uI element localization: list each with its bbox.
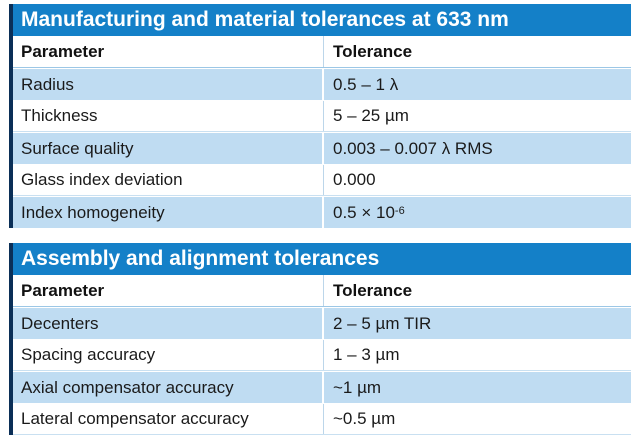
table-row: Surface quality 0.003 – 0.007 λ RMS: [13, 132, 631, 164]
table-row: Glass index deviation 0.000: [13, 164, 631, 196]
tolerance-cell: ~1 µm: [333, 377, 382, 397]
table-row: Index homogeneity 0.5 × 10 -6: [13, 196, 631, 228]
table-row: Lateral compensator accuracy ~0.5 µm: [13, 403, 631, 435]
parameter-cell: Lateral compensator accuracy: [13, 404, 324, 434]
tolerance-cell: 0.003 – 0.007 λ RMS: [333, 138, 493, 158]
table-row: Radius 0.5 – 1 λ: [13, 68, 631, 100]
tolerance-cell: 0.000: [333, 170, 376, 189]
tolerance-cell: 1 – 3 µm: [333, 345, 400, 364]
table-row: Spacing accuracy 1 – 3 µm: [13, 339, 631, 371]
parameter-cell: Decenters: [13, 308, 324, 339]
tolerance-cell: ~0.5 µm: [333, 409, 396, 428]
parameter-cell: Index homogeneity: [13, 197, 324, 228]
tolerance-cell: 5 – 25 µm: [333, 106, 409, 125]
table-title: Manufacturing and material tolerances at…: [13, 4, 631, 36]
header-parameter: Parameter: [13, 275, 324, 306]
parameter-cell: Surface quality: [13, 133, 324, 164]
tolerance-cell: 0.5 – 1 λ: [333, 74, 399, 94]
parameter-cell: Spacing accuracy: [13, 340, 324, 370]
table-row: Axial compensator accuracy ~1 µm: [13, 371, 631, 403]
assembly-tolerances-table: Assembly and alignment tolerances Parame…: [9, 243, 631, 435]
tolerance-cell: 0.5 × 10 -6: [324, 197, 631, 228]
tolerance-cell: 2 – 5 µm TIR: [333, 313, 432, 333]
parameter-cell: Glass index deviation: [13, 165, 324, 195]
tolerance-exponent: -6: [394, 204, 405, 217]
parameter-cell: Thickness: [13, 101, 324, 131]
header-tolerance: Tolerance: [333, 280, 413, 300]
tolerance-base: 0.5 × 10: [333, 202, 395, 222]
parameter-cell: Axial compensator accuracy: [13, 372, 324, 403]
parameter-cell: Radius: [13, 69, 324, 100]
header-parameter: Parameter: [13, 36, 324, 67]
table-header-row: Parameter Tolerance: [13, 275, 631, 307]
table-row: Thickness 5 – 25 µm: [13, 100, 631, 132]
header-tolerance: Tolerance: [333, 41, 413, 61]
table-header-row: Parameter Tolerance: [13, 36, 631, 68]
table-row: Decenters 2 – 5 µm TIR: [13, 307, 631, 339]
manufacturing-tolerances-table: Manufacturing and material tolerances at…: [9, 4, 631, 228]
table-title: Assembly and alignment tolerances: [13, 243, 631, 275]
